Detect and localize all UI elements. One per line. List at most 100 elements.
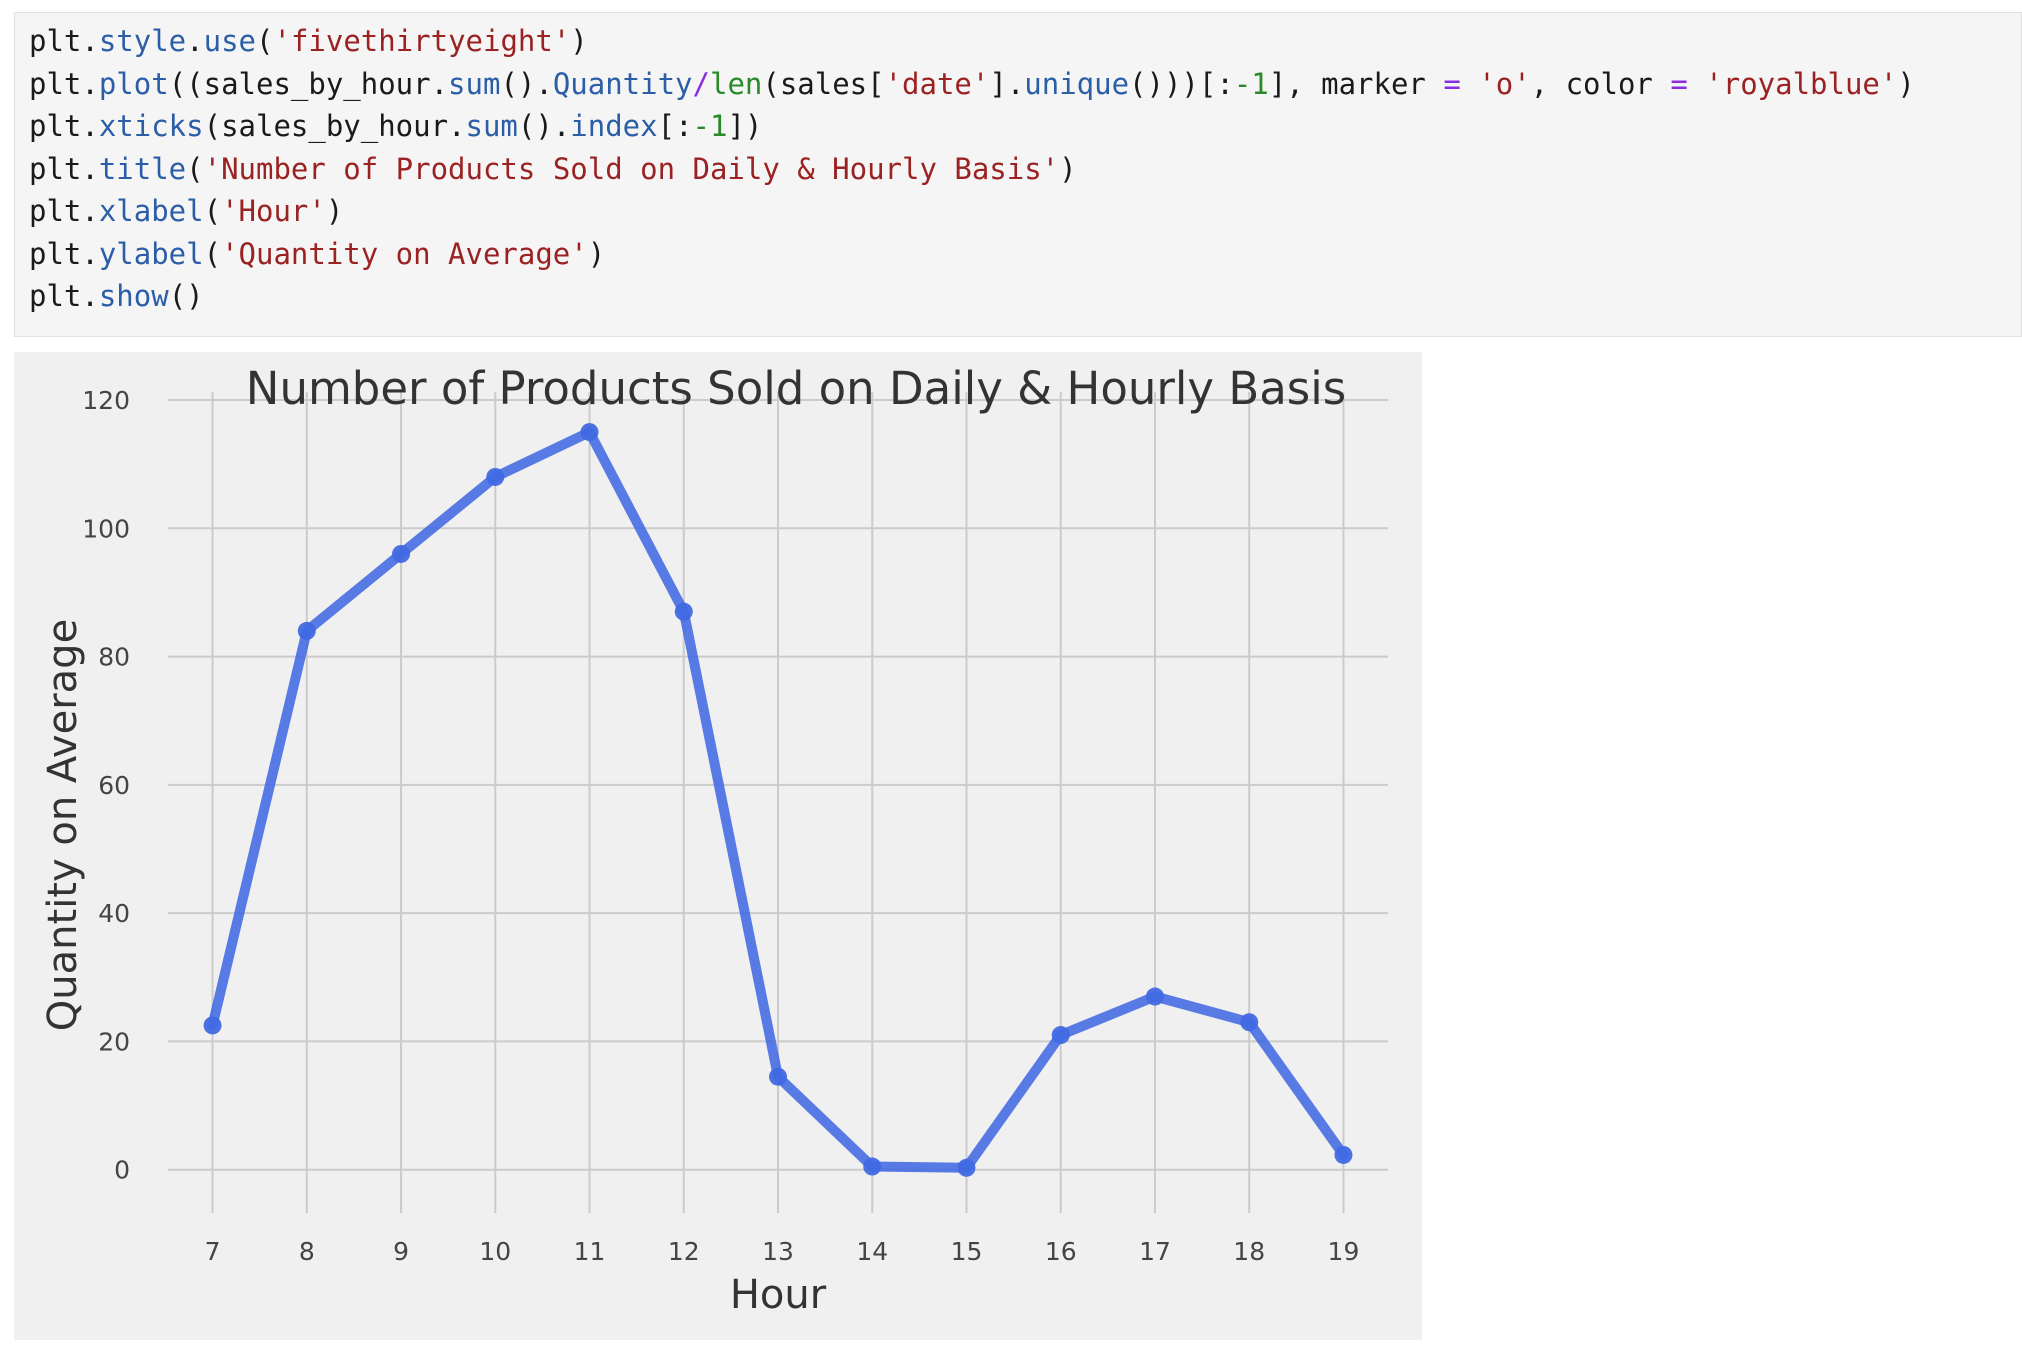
tick-labels: 0 20 40 60 80 100 120 7 8 9 10 11 12 13 14 15 16 17 18 19 xyxy=(82,386,1359,1266)
code-token: ]. xyxy=(989,66,1025,101)
code-token: ) xyxy=(325,194,344,228)
code-line: plt.ylabel('Quantity on Average') xyxy=(29,234,605,274)
y-tick-label: 100 xyxy=(82,514,130,543)
data-point xyxy=(674,602,693,621)
code-token: use xyxy=(203,24,257,58)
code-token xyxy=(1461,67,1478,101)
x-tick-label: 11 xyxy=(574,1237,606,1266)
code-token: () xyxy=(168,279,204,313)
code-line: plt.xlabel('Hour') xyxy=(29,191,343,231)
code-token: style xyxy=(98,24,187,58)
data-point xyxy=(203,1016,222,1035)
code-token: 'Hour' xyxy=(221,194,326,228)
code-token: [: xyxy=(657,109,693,143)
code-token: -1 xyxy=(1233,66,1269,101)
code-token: plt. xyxy=(29,279,99,313)
x-tick-label: 17 xyxy=(1139,1237,1171,1266)
code-token: ((sales_by_hour. xyxy=(168,66,449,101)
code-token: plt. xyxy=(29,109,99,143)
line-chart: 0 20 40 60 80 100 120 7 8 9 10 11 12 13 14 15 16 17 18 19 N… xyxy=(14,352,1422,1340)
y-axis-label: Quantity on Average xyxy=(40,619,86,1031)
code-token: ()))[: xyxy=(1129,66,1234,101)
x-tick-label: 13 xyxy=(762,1237,794,1266)
code-line: plt.style.use('fivethirtyeight') xyxy=(29,21,588,61)
y-tick-label: 0 xyxy=(114,1156,130,1185)
code-token: ( xyxy=(186,151,204,186)
code-line: plt.plot((sales_by_hour.sum().Quantity/l… xyxy=(29,64,1915,104)
code-token: plt. xyxy=(29,151,99,186)
x-tick-label: 14 xyxy=(856,1237,888,1266)
code-token: / xyxy=(692,66,710,101)
y-tick-label: 40 xyxy=(98,899,130,928)
data-point xyxy=(863,1157,882,1176)
x-tick-label: 19 xyxy=(1328,1237,1360,1266)
y-tick-label: 20 xyxy=(98,1027,130,1056)
y-tick-label: 120 xyxy=(82,386,130,415)
code-token: (sales_by_hour. xyxy=(203,109,466,143)
data-point xyxy=(486,467,505,486)
data-point xyxy=(392,544,411,563)
code-token: xlabel xyxy=(98,194,204,228)
code-token: ]) xyxy=(727,109,763,143)
code-token: ) xyxy=(1059,151,1077,186)
code-token: , color xyxy=(1530,66,1671,101)
y-tick-label: 60 xyxy=(98,771,130,800)
code-token: plot xyxy=(98,66,169,101)
x-tick-label: 9 xyxy=(393,1237,409,1266)
code-token xyxy=(1688,67,1705,101)
x-tick-label: 8 xyxy=(299,1237,315,1266)
code-line: plt.title('Number of Products Sold on Da… xyxy=(29,149,1077,189)
code-token: plt. xyxy=(29,24,99,58)
code-token: ( xyxy=(203,236,222,271)
data-point xyxy=(297,621,316,640)
data-point xyxy=(769,1067,787,1086)
x-tick-label: 15 xyxy=(951,1237,983,1266)
data-point xyxy=(1051,1026,1070,1045)
x-tick-label: 12 xyxy=(668,1237,700,1266)
code-token: 'date' xyxy=(884,66,990,101)
code-token: 'o' xyxy=(1478,66,1531,101)
code-token: xticks xyxy=(98,109,204,143)
code-token: len xyxy=(709,66,763,101)
code-token: ) xyxy=(587,236,606,271)
data-point xyxy=(1240,1013,1259,1032)
code-token: 'Number of Products Sold on Daily & Hour… xyxy=(203,151,1060,186)
figure-background xyxy=(14,352,1422,1340)
y-tick-label: 80 xyxy=(98,643,130,672)
code-token: show xyxy=(98,279,169,313)
code-token: ], marker xyxy=(1268,66,1444,101)
code-token: 'Quantity on Average' xyxy=(221,236,588,271)
code-token: (sales[ xyxy=(762,66,885,101)
code-token: ( xyxy=(203,194,222,228)
code-token: ) xyxy=(1897,66,1915,101)
chart-output: 0 20 40 60 80 100 120 7 8 9 10 11 12 13 14 15 16 17 18 19 N… xyxy=(14,352,1422,1340)
code-token: unique xyxy=(1024,66,1130,101)
x-tick-label: 16 xyxy=(1045,1237,1077,1266)
data-point xyxy=(1145,987,1164,1006)
code-line: plt.show() xyxy=(29,276,204,316)
code-token: . xyxy=(186,24,204,58)
code-line: plt.xticks(sales_by_hour.sum().index[:-1… xyxy=(29,106,762,146)
code-token: Quantity xyxy=(552,66,693,101)
code-token: (). xyxy=(517,109,571,143)
x-tick-label: 7 xyxy=(205,1237,221,1266)
code-token: index xyxy=(570,109,658,143)
data-point xyxy=(957,1158,976,1177)
data-point xyxy=(580,423,599,442)
x-tick-label: 18 xyxy=(1233,1237,1265,1266)
x-axis-label: Hour xyxy=(730,1272,827,1318)
code-token: 'fivethirtyeight' xyxy=(273,24,571,58)
code-token: sum xyxy=(448,66,501,101)
code-token: ) xyxy=(570,24,588,58)
code-token: -1 xyxy=(692,109,728,143)
chart-title: Number of Products Sold on Daily & Hourl… xyxy=(246,362,1346,415)
x-tick-label: 10 xyxy=(479,1237,511,1266)
code-token: (). xyxy=(500,66,553,101)
data-point xyxy=(1334,1145,1353,1164)
code-token: plt. xyxy=(29,194,99,228)
code-token: 'royalblue' xyxy=(1705,66,1898,101)
code-token: plt. xyxy=(29,66,99,101)
code-cell[interactable]: plt.style.use('fivethirtyeight') plt.plot… xyxy=(14,12,2022,337)
code-token: sum xyxy=(465,109,518,143)
code-token: ylabel xyxy=(98,236,204,271)
